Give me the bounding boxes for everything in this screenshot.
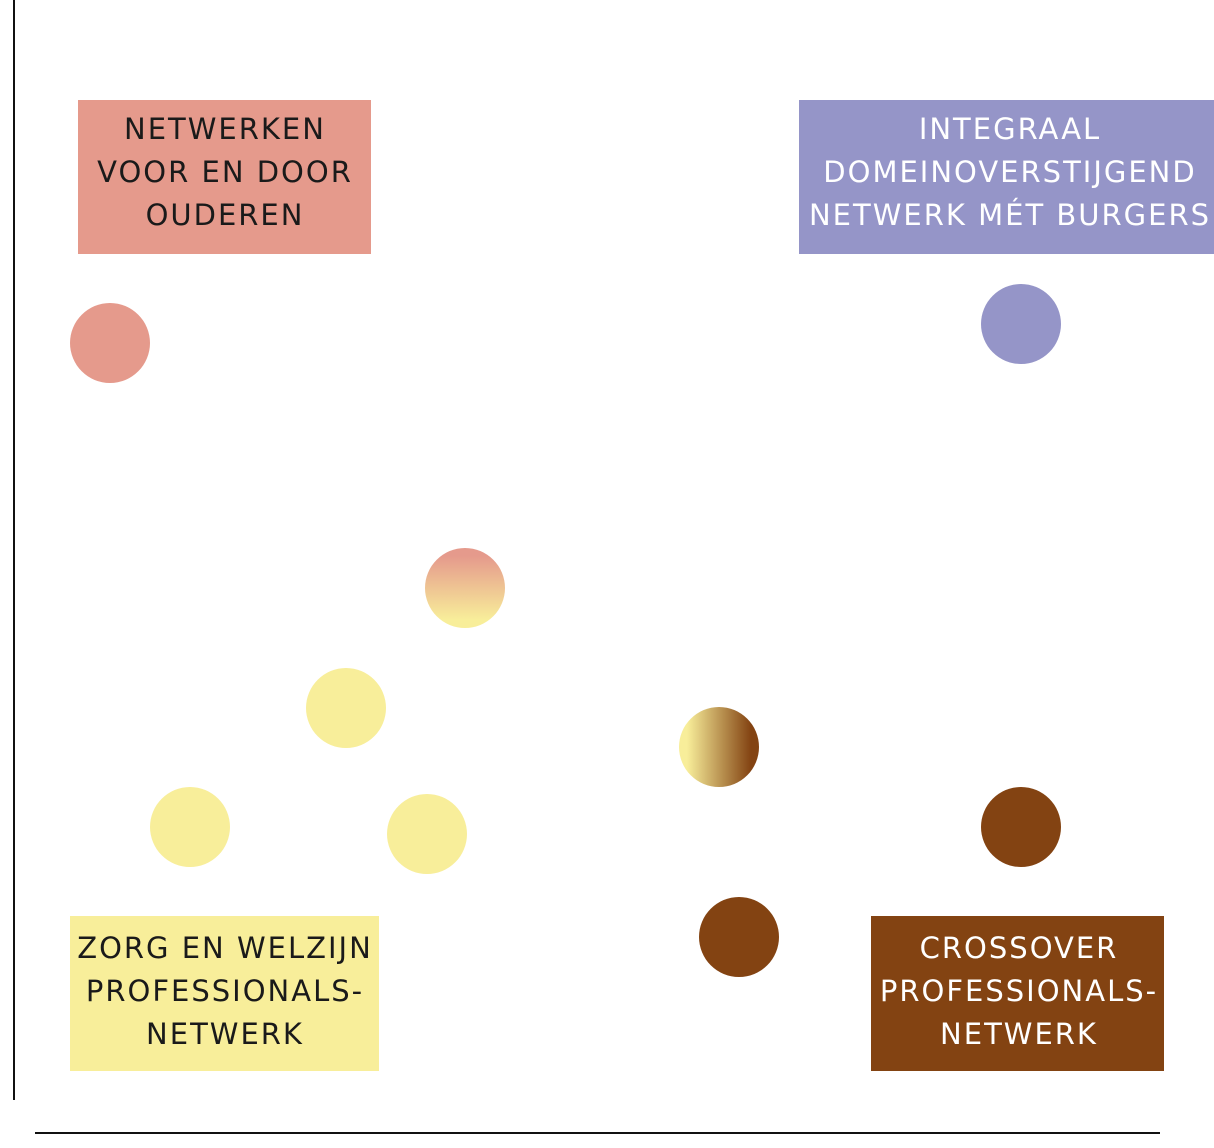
box-purple [799, 100, 1214, 254]
dot [150, 787, 230, 867]
dot [306, 668, 386, 748]
box-yellow [70, 916, 379, 1071]
node-label: NETWERK [146, 1017, 304, 1051]
node-label: NETWERKEN [124, 112, 326, 146]
node-label: VOOR EN DOOR [97, 155, 353, 189]
box-brown [871, 916, 1164, 1071]
node-label: ZORG EN WELZIJN [77, 931, 373, 965]
node-label: INTEGRAAL [919, 112, 1101, 146]
dot [699, 897, 779, 977]
box-pink [78, 100, 371, 254]
node-label: PROFESSIONALS- [880, 974, 1158, 1008]
dot [981, 284, 1061, 364]
dot [981, 787, 1061, 867]
node-label: DOMEINOVERSTIJGEND [823, 155, 1196, 189]
node-label: CROSSOVER [920, 931, 1119, 965]
node-label: OUDEREN [146, 198, 305, 232]
dot [387, 794, 467, 874]
dot [679, 707, 759, 787]
dot [70, 303, 150, 383]
node-label: PROFESSIONALS- [86, 974, 364, 1008]
dot [425, 548, 505, 628]
node-label: NETWERK [940, 1017, 1098, 1051]
node-label: NETWERK MÉT BURGERS [809, 198, 1211, 232]
